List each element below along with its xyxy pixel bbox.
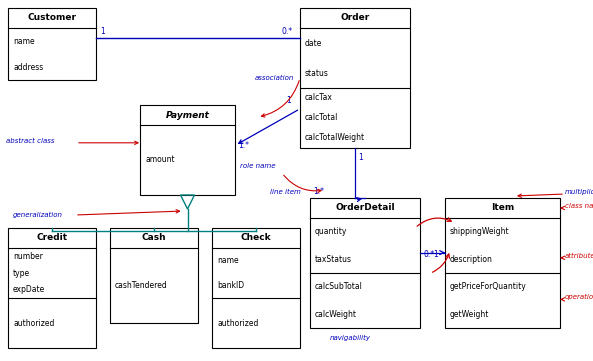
Text: Payment: Payment <box>165 110 209 119</box>
Text: calcTotalWeight: calcTotalWeight <box>305 134 365 143</box>
Text: date: date <box>305 39 323 48</box>
Text: calcTax: calcTax <box>305 93 333 103</box>
Bar <box>300 8 410 148</box>
Text: name: name <box>13 36 34 45</box>
Text: getWeight: getWeight <box>450 310 489 319</box>
Text: 1: 1 <box>358 153 363 162</box>
Text: authorized: authorized <box>217 318 259 327</box>
Text: calcWeight: calcWeight <box>315 310 357 319</box>
Text: multiplicity: multiplicity <box>565 189 593 195</box>
Text: Order: Order <box>340 13 369 22</box>
Text: authorized: authorized <box>13 318 55 327</box>
Text: 1.*: 1.* <box>313 187 324 196</box>
Text: quantity: quantity <box>315 227 347 236</box>
Text: status: status <box>305 69 329 78</box>
Text: address: address <box>13 62 43 71</box>
Bar <box>445 198 560 328</box>
Text: bankID: bankID <box>217 281 244 290</box>
Text: attributes: attributes <box>565 253 593 259</box>
Bar <box>8 228 96 348</box>
Text: number: number <box>13 252 43 261</box>
Text: amount: amount <box>145 156 174 165</box>
Bar <box>310 198 420 328</box>
Text: association: association <box>255 75 294 81</box>
Text: Customer: Customer <box>27 13 76 22</box>
Text: operations: operations <box>565 294 593 300</box>
Text: class name: class name <box>565 203 593 209</box>
Text: 1: 1 <box>433 249 438 258</box>
Text: 0.*: 0.* <box>282 27 293 36</box>
Bar <box>8 8 96 80</box>
Text: type: type <box>13 269 30 278</box>
Text: generalization: generalization <box>13 212 63 218</box>
Text: cashTendered: cashTendered <box>115 281 168 290</box>
Text: description: description <box>450 255 493 264</box>
Text: abstract class: abstract class <box>6 138 55 144</box>
Text: role name: role name <box>240 163 276 169</box>
Text: name: name <box>217 256 238 265</box>
Text: navigability: navigability <box>330 335 371 341</box>
Bar <box>212 228 300 348</box>
Bar <box>110 228 198 323</box>
Text: Item: Item <box>491 204 514 213</box>
Text: 1: 1 <box>100 27 105 36</box>
Text: Cash: Cash <box>142 234 166 243</box>
Text: Credit: Credit <box>36 234 68 243</box>
Text: 1: 1 <box>286 96 291 105</box>
Text: calcTotal: calcTotal <box>305 113 339 122</box>
Text: shippingWeight: shippingWeight <box>450 227 509 236</box>
Text: expDate: expDate <box>13 285 45 294</box>
Bar <box>140 105 235 195</box>
Text: taxStatus: taxStatus <box>315 255 352 264</box>
Text: OrderDetail: OrderDetail <box>335 204 395 213</box>
Text: 0.*: 0.* <box>423 249 434 258</box>
Text: 1.*: 1.* <box>238 140 249 149</box>
Text: line item: line item <box>270 189 301 195</box>
Text: getPriceForQuantity: getPriceForQuantity <box>450 282 527 291</box>
Text: calcSubTotal: calcSubTotal <box>315 282 363 291</box>
Text: Check: Check <box>241 234 272 243</box>
